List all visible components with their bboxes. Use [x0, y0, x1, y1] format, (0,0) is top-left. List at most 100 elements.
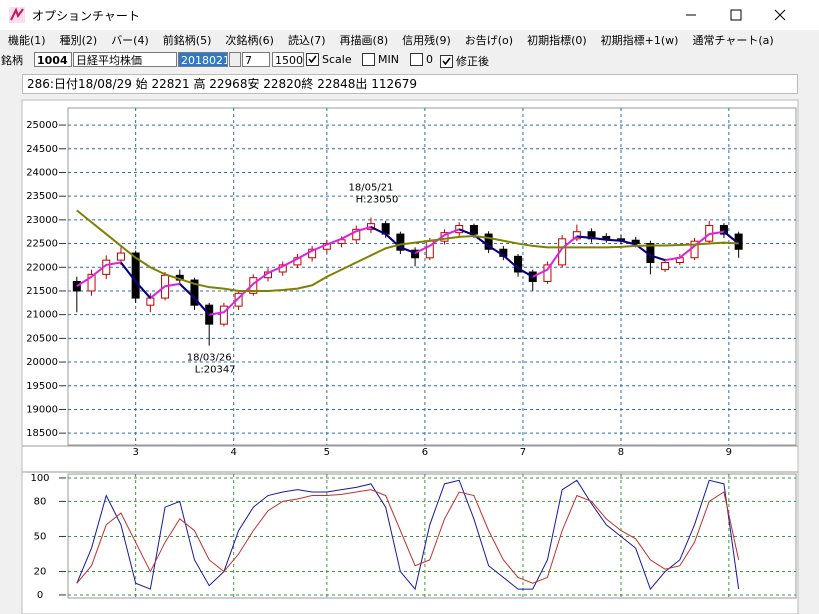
- falling-segment: [620, 239, 636, 246]
- falling-segment: [650, 254, 666, 262]
- menu-item[interactable]: 読込(7): [287, 34, 326, 47]
- window-title: オプションチャート: [32, 9, 140, 23]
- checkbox-box: [362, 53, 375, 66]
- menu-item[interactable]: 機能(1): [8, 34, 46, 47]
- y-tick-label: 22500: [26, 239, 58, 250]
- toolbar: 銘柄 1004 日経平均株価 20180213 7 1500 Scale MIN 0…: [0, 50, 819, 70]
- symbol-label: 銘柄: [1, 54, 23, 67]
- y-tick-label: 20000: [26, 357, 58, 368]
- x-tick-label: 3: [132, 447, 138, 458]
- y-tick-label: 23000: [26, 215, 58, 226]
- annotation: 18/03/26: [187, 353, 232, 364]
- spin-button[interactable]: [229, 52, 241, 67]
- check-mark: [308, 55, 317, 64]
- candle-body: [602, 235, 611, 240]
- candle-body: [396, 233, 405, 251]
- x-tick-label: 6: [422, 447, 428, 458]
- y-tick-label: 80: [34, 496, 47, 507]
- checkbox-label: MIN: [378, 53, 399, 66]
- checkbox[interactable]: MIN: [362, 53, 399, 66]
- candle-body: [146, 297, 155, 306]
- falling-segment: [120, 261, 137, 283]
- candle-body: [411, 249, 420, 259]
- falling-segment: [134, 280, 152, 299]
- candle-body: [234, 292, 243, 307]
- candle-body: [705, 225, 714, 242]
- falling-segment: [473, 234, 490, 247]
- candle-body: [219, 305, 228, 325]
- date-input[interactable]: 20180213: [178, 52, 228, 67]
- candle-body: [675, 257, 684, 264]
- menu-item[interactable]: バー(4): [111, 34, 149, 47]
- menu-item[interactable]: 初期指標+1(w): [600, 34, 679, 47]
- candle-body: [719, 225, 728, 235]
- name-input[interactable]: 日経平均株価: [73, 52, 177, 67]
- candle-body: [587, 231, 596, 240]
- menu-item[interactable]: 前銘柄(5): [162, 34, 212, 47]
- falling-segment: [502, 254, 519, 269]
- menu-item[interactable]: 再描画(8): [339, 34, 389, 47]
- window-controls[interactable]: [680, 0, 819, 30]
- candle-body: [293, 257, 302, 266]
- candle-body: [102, 259, 111, 275]
- menu-item[interactable]: お告げ(o): [464, 34, 514, 47]
- candle-body: [264, 271, 273, 279]
- count-input[interactable]: 1500: [272, 52, 304, 67]
- candle-body: [661, 262, 670, 271]
- candle-body: [484, 233, 493, 250]
- x-tick-label: 7: [520, 447, 526, 458]
- checkbox[interactable]: 修正後: [440, 53, 489, 69]
- falling-segment: [517, 267, 534, 278]
- falling-segment: [606, 238, 622, 242]
- check-mark: [442, 57, 451, 65]
- falling-segment: [370, 226, 387, 235]
- period-input[interactable]: 7: [242, 52, 270, 67]
- y-tick-label: 20500: [26, 333, 58, 344]
- info-line: 286:日付18/08/29 始 22821 高 22968安 22820終 2…: [22, 74, 798, 94]
- candle-body: [631, 239, 640, 245]
- checkbox[interactable]: Scale: [306, 53, 352, 66]
- candle-body: [499, 248, 508, 257]
- checkbox-box: [440, 54, 453, 68]
- checkbox-label: 修正後: [456, 55, 489, 68]
- y-tick-label: 23500: [26, 191, 58, 202]
- app-icon: [9, 7, 25, 23]
- y-tick-label: 24500: [26, 144, 58, 155]
- falling-segment: [635, 243, 651, 257]
- annotation: H:23050: [356, 194, 399, 205]
- candle-body: [734, 233, 743, 250]
- checkbox[interactable]: 0: [410, 53, 433, 66]
- y-tick-label: 100: [30, 473, 49, 484]
- falling-segment: [723, 230, 740, 245]
- code-input[interactable]: 1004: [34, 52, 72, 67]
- candle-body: [514, 255, 523, 273]
- candle-body: [278, 264, 287, 273]
- menu-item[interactable]: 次銘柄(6): [225, 34, 274, 47]
- falling-segment: [576, 235, 592, 239]
- candle-body: [161, 274, 170, 299]
- candle-body: [308, 248, 317, 259]
- candle-body: [131, 252, 140, 299]
- y-tick-label: 19500: [26, 381, 58, 392]
- menu-bar: 機能(1) 種別(2) バー(4) 前銘柄(5) 次銘柄(6) 読込(7) 再描画(8) 信用…: [0, 30, 819, 49]
- menu-item[interactable]: 信用残(9): [402, 34, 451, 47]
- menu-item[interactable]: 通常チャート(a): [692, 34, 774, 47]
- checkbox-box: [306, 53, 319, 66]
- checkbox-box: [410, 53, 423, 66]
- annotation: 18/05/21: [349, 182, 394, 193]
- candle-body: [572, 231, 581, 240]
- falling-segment: [179, 283, 196, 299]
- falling-segment: [591, 236, 607, 241]
- candle-body: [440, 232, 449, 242]
- candle-body: [425, 240, 434, 259]
- candle-body: [337, 239, 346, 245]
- candle-body: [352, 228, 361, 241]
- candle-body: [87, 273, 96, 292]
- candle-body: [116, 252, 125, 261]
- menu-item[interactable]: 種別(2): [59, 34, 98, 47]
- line-series: [76, 209, 739, 292]
- menu-item[interactable]: 初期指標(0): [527, 34, 587, 47]
- x-tick-label: 9: [726, 447, 732, 458]
- annotation: L:20347: [195, 365, 236, 376]
- candle-body: [528, 271, 537, 282]
